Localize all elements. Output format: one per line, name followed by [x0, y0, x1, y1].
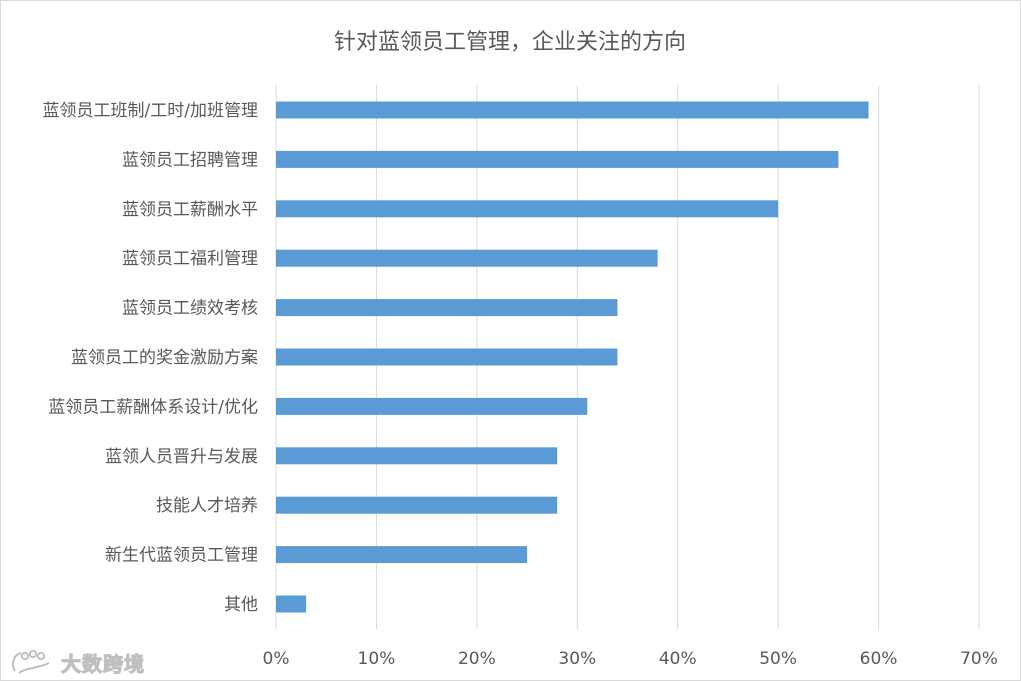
bar — [276, 546, 528, 564]
x-tick-label: 30% — [558, 649, 596, 669]
x-tick-label: 40% — [659, 649, 697, 669]
category-label: 新生代蓝领员工管理 — [105, 546, 258, 566]
category-label: 蓝领员工的奖金激励方案 — [71, 348, 258, 368]
category-label: 蓝领员工绩效考核 — [122, 299, 258, 319]
category-label: 其他 — [224, 595, 258, 615]
category-label: 蓝领人员晋升与发展 — [105, 447, 258, 467]
bar — [276, 595, 307, 613]
x-tick-label: 0% — [263, 649, 290, 669]
category-labels: 蓝领员工班制/工时/加班管理蓝领员工招聘管理蓝领员工薪酬水平蓝领员工福利管理蓝领… — [43, 101, 258, 615]
bar — [276, 348, 618, 366]
bar — [276, 101, 869, 119]
logo-icon — [12, 649, 50, 674]
watermark-text: 大数跨境 — [61, 651, 145, 676]
category-label: 蓝领员工薪酬体系设计/优化 — [48, 397, 258, 417]
bar — [276, 150, 839, 168]
category-label: 技能人才培养 — [156, 496, 258, 516]
x-tick-label: 20% — [458, 649, 496, 669]
bar — [276, 447, 558, 465]
category-label: 蓝领员工福利管理 — [122, 249, 258, 269]
x-tick-label: 50% — [759, 649, 797, 669]
category-label: 蓝领员工招聘管理 — [122, 150, 258, 170]
category-label: 蓝领员工薪酬水平 — [122, 200, 258, 220]
bar — [276, 496, 558, 514]
bar — [276, 200, 779, 218]
bar — [276, 397, 588, 415]
watermark: 大数跨境 — [9, 646, 145, 678]
bar — [276, 249, 658, 267]
bars — [276, 101, 869, 613]
category-label: 蓝领员工班制/工时/加班管理 — [43, 101, 258, 121]
x-tick-label: 70% — [960, 649, 998, 669]
x-tick-label: 60% — [860, 649, 898, 669]
bar — [276, 299, 618, 317]
x-tick-label: 10% — [358, 649, 396, 669]
chart-title: 针对蓝领员工管理，企业关注的方向 — [334, 30, 686, 55]
x-axis-tick-labels: 0% 10% 20% 30% 40% 50% 60% 70% — [263, 649, 998, 669]
